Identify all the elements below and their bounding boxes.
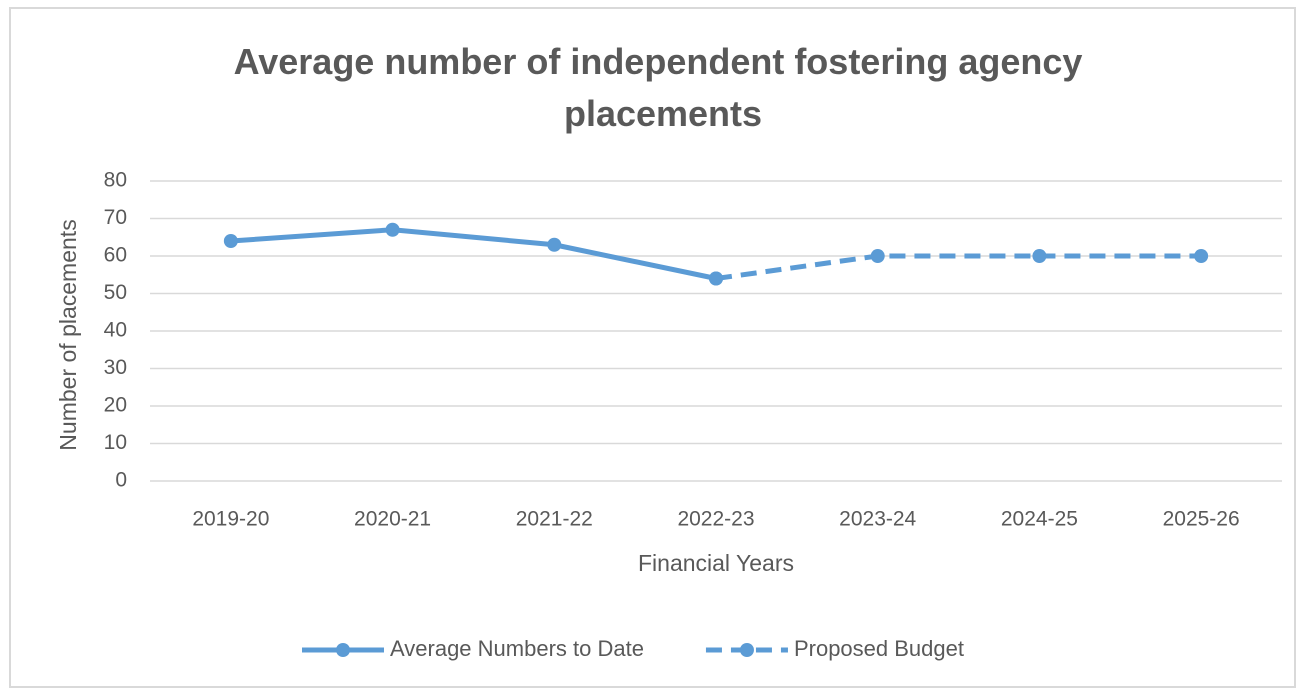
chart-title-line: placements bbox=[564, 93, 762, 134]
point-marker bbox=[223, 234, 238, 248]
x-tick-label: 2025-26 bbox=[1163, 508, 1240, 531]
x-tick-label: 2020-21 bbox=[354, 508, 431, 531]
series-line bbox=[715, 253, 1202, 281]
chart-border bbox=[9, 7, 1296, 688]
y-axis-title: Number of placements bbox=[55, 219, 81, 450]
y-tick-label: 50 bbox=[104, 281, 127, 304]
x-tick-label: 2024-25 bbox=[1001, 508, 1078, 531]
legend-item: Average Numbers to Date bbox=[302, 636, 644, 661]
y-tick-label: 60 bbox=[104, 244, 127, 267]
y-tick-label: 20 bbox=[104, 394, 127, 417]
y-tick-label: 10 bbox=[104, 431, 127, 454]
point-marker bbox=[709, 271, 723, 286]
legend-label: Proposed Budget bbox=[794, 636, 964, 661]
legend-item: Proposed Budget bbox=[705, 636, 964, 661]
point-marker bbox=[870, 249, 885, 263]
legend-marker bbox=[336, 643, 350, 657]
y-tick-label: 0 bbox=[115, 469, 127, 492]
x-tick-label: 2022-23 bbox=[677, 508, 754, 531]
chart-title-line: Average number of independent fostering … bbox=[234, 41, 1083, 82]
legend-label: Average Numbers to Date bbox=[390, 636, 644, 661]
legend-marker bbox=[739, 643, 754, 657]
x-tick-label: 2023-24 bbox=[839, 508, 916, 531]
point-marker bbox=[385, 222, 400, 237]
series-line bbox=[230, 227, 717, 281]
x-axis-title: Financial Years bbox=[638, 550, 794, 576]
x-tick-label: 2019-20 bbox=[192, 508, 269, 531]
point-marker bbox=[547, 237, 562, 252]
x-tick-label: 2021-22 bbox=[516, 508, 593, 531]
point-marker bbox=[1194, 249, 1209, 263]
y-tick-label: 30 bbox=[104, 356, 127, 379]
y-tick-label: 70 bbox=[104, 206, 127, 229]
chart-title: Average number of independent fostering … bbox=[234, 41, 1093, 134]
point-marker bbox=[1032, 249, 1047, 263]
y-tick-label: 80 bbox=[104, 169, 127, 192]
y-tick-label: 40 bbox=[104, 319, 127, 342]
